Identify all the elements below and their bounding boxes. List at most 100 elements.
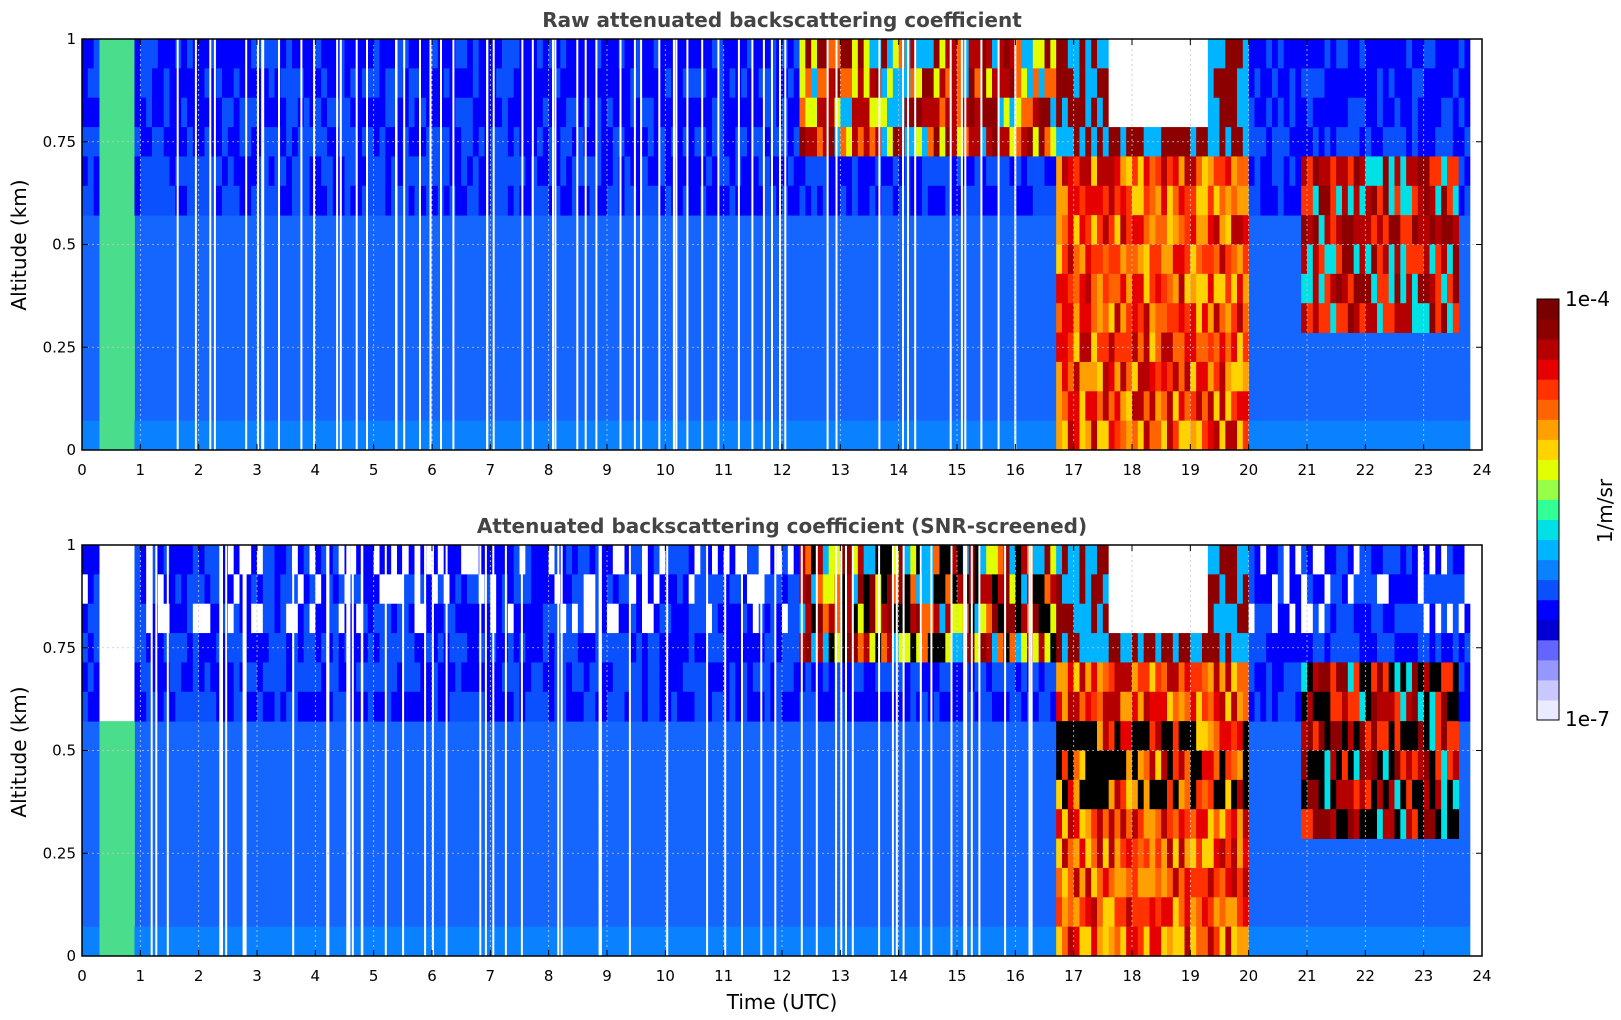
heatmap-cell — [122, 244, 130, 275]
heatmap-cell — [478, 185, 485, 216]
heatmap-cell — [618, 691, 625, 722]
heatmap-cell — [163, 926, 170, 957]
heatmap-cell — [472, 662, 480, 693]
heatmap-cell — [222, 926, 229, 957]
heatmap-cell — [1009, 691, 1016, 722]
heatmap-cell — [1336, 244, 1343, 275]
heatmap-cell — [1312, 545, 1320, 575]
heatmap-cell — [1452, 779, 1460, 810]
heatmap-cell — [1417, 545, 1425, 575]
heatmap-cell — [1213, 39, 1220, 69]
heatmap-cell — [1102, 750, 1110, 781]
heatmap-cell — [618, 662, 625, 693]
heatmap-cell — [1079, 897, 1086, 928]
heatmap-cell — [1062, 215, 1069, 245]
heatmap-cell — [1056, 750, 1063, 781]
heatmap-cell — [397, 39, 404, 69]
heatmap-cell — [1114, 662, 1121, 693]
heatmap-cell — [356, 97, 363, 128]
heatmap-cell — [980, 603, 987, 634]
heatmap-cell — [636, 68, 643, 99]
heatmap-cell — [233, 633, 240, 663]
heatmap-cell — [1464, 97, 1471, 128]
heatmap-cell — [1435, 156, 1442, 187]
heatmap-cell — [1464, 926, 1471, 957]
heatmap-cell — [327, 662, 334, 693]
heatmap-cell — [420, 662, 427, 693]
heatmap-cell — [1377, 926, 1384, 957]
heatmap-cell — [1021, 39, 1028, 69]
heatmap-cell — [303, 156, 310, 187]
heatmap-cell — [583, 574, 590, 605]
heatmap-cell — [846, 926, 853, 957]
heatmap-cell — [1406, 779, 1413, 810]
heatmap-cell — [1062, 691, 1069, 722]
heatmap-cell — [647, 574, 655, 605]
heatmap-cell — [1394, 750, 1401, 781]
heatmap-cell — [817, 68, 824, 99]
heatmap-cell — [968, 127, 975, 157]
heatmap-cell — [601, 662, 608, 693]
heatmap-cell — [1225, 545, 1232, 575]
heatmap-cell — [1178, 97, 1185, 128]
heatmap-cell — [1476, 39, 1483, 69]
heatmap-cell — [1336, 779, 1343, 810]
heatmap-cell — [1237, 97, 1244, 128]
heatmap-cell — [338, 926, 345, 957]
heatmap-cell — [1132, 691, 1139, 722]
heatmap-cell — [111, 809, 118, 839]
heatmap-cell — [980, 574, 987, 605]
missing-profile-gap — [554, 39, 557, 450]
heatmap-cell — [863, 97, 870, 128]
heatmap-cell — [344, 185, 351, 216]
x-tick-label: 6 — [427, 461, 437, 479]
heatmap-cell — [1149, 691, 1156, 722]
heatmap-cell — [1237, 273, 1244, 304]
colorbar — [1537, 299, 1559, 721]
heatmap-cell — [1091, 867, 1098, 898]
heatmap-cell — [1108, 779, 1115, 810]
heatmap-cell — [811, 574, 818, 605]
missing-profile-gap — [429, 39, 432, 450]
heatmap-cell — [793, 691, 800, 722]
heatmap-cell — [303, 68, 310, 99]
heatmap-cell — [1207, 574, 1215, 605]
heatmap-cell — [1371, 303, 1378, 333]
heatmap-cell — [1137, 361, 1145, 392]
heatmap-cell — [385, 574, 392, 605]
heatmap-cell — [957, 156, 964, 187]
heatmap-cell — [852, 545, 859, 575]
heatmap-cell — [391, 633, 398, 663]
heatmap-cell — [776, 574, 783, 605]
heatmap-cell — [1161, 779, 1168, 810]
heatmap-cell — [1184, 391, 1191, 422]
heatmap-cell — [688, 97, 695, 128]
heatmap-cell — [723, 545, 730, 575]
heatmap-cell — [216, 545, 223, 575]
heatmap-cell — [1213, 303, 1220, 333]
heatmap-cell — [1371, 244, 1378, 275]
heatmap-cell — [1312, 574, 1320, 605]
heatmap-cell — [163, 156, 170, 187]
heatmap-cell — [1143, 750, 1150, 781]
heatmap-cell — [1336, 215, 1343, 245]
heatmap-cell — [560, 662, 567, 693]
heatmap-cell — [1067, 391, 1075, 422]
heatmap-cell — [1073, 691, 1080, 722]
missing-profile-gap — [595, 39, 598, 450]
heatmap-cell — [467, 39, 474, 69]
colorbar-segment — [1537, 579, 1559, 601]
heatmap-cell — [105, 750, 112, 781]
heatmap-cell — [187, 574, 194, 605]
heatmap-cell — [1126, 332, 1133, 363]
heatmap-cell — [356, 127, 363, 157]
heatmap-cell — [251, 545, 258, 575]
x-tick-label: 10 — [656, 461, 675, 479]
heatmap-cell — [857, 603, 865, 634]
heatmap-cell — [531, 545, 538, 575]
heatmap-cell — [1184, 897, 1191, 928]
heatmap-cell — [1277, 574, 1285, 605]
heatmap-cell — [1097, 156, 1104, 187]
heatmap-cell — [992, 545, 999, 575]
heatmap-cell — [1132, 127, 1139, 157]
